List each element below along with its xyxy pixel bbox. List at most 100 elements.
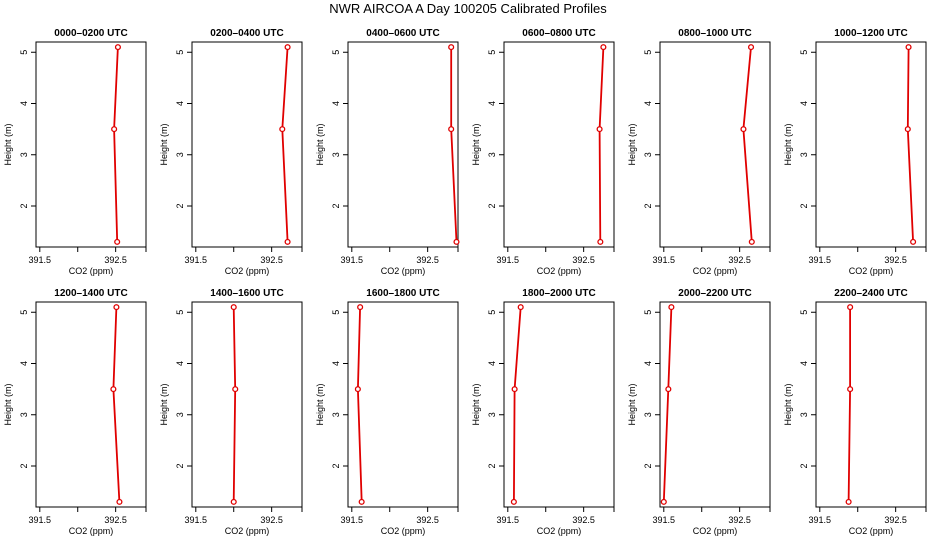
y-tick-label: 5 bbox=[643, 50, 653, 55]
y-tick-label: 2 bbox=[643, 463, 653, 468]
chart-title: 1000–1200 UTC bbox=[834, 28, 907, 39]
data-point bbox=[845, 498, 852, 505]
y-tick-label: 4 bbox=[175, 101, 185, 106]
data-point bbox=[660, 498, 667, 505]
y-tick-label: 4 bbox=[19, 361, 29, 366]
y-tick-label: 4 bbox=[799, 361, 809, 366]
chart-title: 0400–0600 UTC bbox=[366, 28, 439, 39]
chart-title: 1400–1600 UTC bbox=[210, 288, 283, 299]
y-axis-label: Height (m) bbox=[315, 383, 325, 425]
y-axis-label: Height (m) bbox=[783, 123, 793, 165]
profile-line bbox=[598, 47, 605, 242]
x-tick-label: 392.5 bbox=[572, 515, 595, 525]
data-point bbox=[284, 238, 291, 245]
data-point bbox=[453, 238, 460, 245]
y-tick-label: 3 bbox=[19, 152, 29, 157]
profile-line bbox=[662, 307, 673, 502]
profile-line bbox=[906, 47, 914, 242]
y-axis-label: Height (m) bbox=[3, 383, 13, 425]
chart-panel-2: 0200–0400 UTC 391.5 392.5 2 3 4 5 CO2 (ppm) Heig… bbox=[159, 28, 303, 276]
page-title: NWR AIRCOA A Day 100205 Calibrated Profi… bbox=[329, 1, 607, 16]
x-tick-label: 392.5 bbox=[728, 515, 751, 525]
x-axis-label: CO2 (ppm) bbox=[537, 526, 582, 536]
plot-frame bbox=[815, 301, 927, 508]
x-tick-label: 391.5 bbox=[29, 515, 52, 525]
y-tick-label: 2 bbox=[331, 463, 341, 468]
profile-line bbox=[113, 47, 119, 242]
y-tick-label: 5 bbox=[19, 50, 29, 55]
data-point bbox=[600, 44, 607, 51]
data-point bbox=[740, 126, 747, 133]
data-point bbox=[747, 44, 755, 51]
y-tick-label: 5 bbox=[175, 50, 185, 55]
x-tick-label: 392.5 bbox=[104, 515, 127, 525]
x-tick-label: 391.5 bbox=[653, 255, 676, 265]
data-point bbox=[448, 126, 455, 133]
y-tick-label: 4 bbox=[799, 101, 809, 106]
y-axis-label: Height (m) bbox=[315, 123, 325, 165]
x-tick-label: 391.5 bbox=[185, 515, 208, 525]
profile-line bbox=[742, 47, 753, 242]
data-point bbox=[748, 238, 755, 245]
y-tick-label: 3 bbox=[331, 152, 341, 157]
data-point bbox=[230, 498, 237, 505]
data-point bbox=[114, 44, 121, 51]
data-point bbox=[448, 44, 455, 51]
y-tick-label: 2 bbox=[487, 203, 497, 208]
data-point bbox=[354, 386, 361, 393]
x-tick-label: 391.5 bbox=[497, 255, 520, 265]
y-tick-label: 4 bbox=[175, 361, 185, 366]
plot-frame bbox=[347, 41, 459, 248]
data-point bbox=[232, 386, 239, 393]
data-point bbox=[511, 386, 518, 393]
y-tick-label: 3 bbox=[799, 412, 809, 417]
data-point bbox=[847, 386, 854, 393]
plot-frame bbox=[659, 301, 771, 508]
data-point bbox=[510, 498, 517, 505]
plot-frame bbox=[191, 301, 303, 508]
data-point bbox=[230, 304, 237, 311]
chart-panel-3: 0400–0600 UTC 391.5 392.5 2 3 4 5 CO2 (ppm) Heig… bbox=[315, 28, 460, 276]
x-tick-label: 392.5 bbox=[884, 255, 907, 265]
chart-title: 0600–0800 UTC bbox=[522, 28, 595, 39]
y-tick-label: 3 bbox=[175, 152, 185, 157]
y-tick-label: 5 bbox=[19, 310, 29, 315]
x-tick-label: 392.5 bbox=[728, 255, 751, 265]
chart-title: 0200–0400 UTC bbox=[210, 28, 283, 39]
y-tick-label: 3 bbox=[331, 412, 341, 417]
profile-line bbox=[847, 307, 851, 502]
data-point bbox=[358, 498, 365, 505]
chart-panel-8: 1400–1600 UTC 391.5 392.5 2 3 4 5 CO2 (ppm) Heig… bbox=[159, 288, 303, 536]
chart-title: 1800–2000 UTC bbox=[522, 288, 595, 299]
chart-panel-11: 2000–2200 UTC 391.5 392.5 2 3 4 5 CO2 (ppm) Heig… bbox=[627, 288, 771, 536]
x-tick-label: 391.5 bbox=[29, 255, 52, 265]
x-axis-label: CO2 (ppm) bbox=[69, 266, 114, 276]
y-tick-label: 4 bbox=[487, 361, 497, 366]
x-axis-label: CO2 (ppm) bbox=[537, 266, 582, 276]
x-axis-label: CO2 (ppm) bbox=[225, 266, 270, 276]
y-tick-label: 3 bbox=[19, 412, 29, 417]
plot-frame bbox=[815, 41, 927, 248]
data-point bbox=[517, 304, 524, 311]
y-tick-label: 2 bbox=[19, 203, 29, 208]
y-tick-label: 2 bbox=[799, 463, 809, 468]
plot-frame bbox=[347, 301, 459, 508]
plot-frame bbox=[503, 41, 615, 248]
y-tick-label: 2 bbox=[643, 203, 653, 208]
x-axis-label: CO2 (ppm) bbox=[381, 526, 426, 536]
data-point bbox=[114, 238, 121, 245]
y-tick-label: 3 bbox=[175, 412, 185, 417]
y-axis-label: Height (m) bbox=[3, 123, 13, 165]
profile-line bbox=[356, 307, 363, 502]
y-tick-label: 2 bbox=[175, 463, 185, 468]
y-axis-label: Height (m) bbox=[627, 383, 637, 425]
chart-panel-5: 0800–1000 UTC 391.5 392.5 2 3 4 5 CO2 (ppm) Heig… bbox=[627, 28, 771, 276]
y-tick-label: 5 bbox=[175, 310, 185, 315]
data-point bbox=[668, 304, 675, 311]
y-tick-label: 4 bbox=[19, 101, 29, 106]
y-tick-label: 4 bbox=[643, 101, 653, 106]
data-point bbox=[596, 126, 603, 133]
y-tick-label: 5 bbox=[643, 310, 653, 315]
data-point bbox=[279, 126, 286, 133]
